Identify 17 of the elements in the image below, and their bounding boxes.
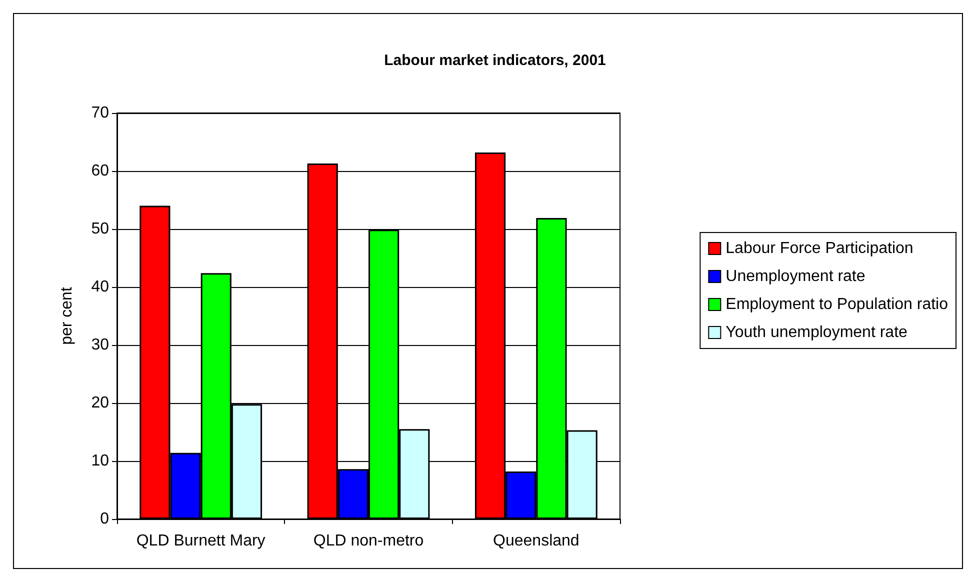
legend-label: Youth unemployment rate xyxy=(726,324,908,341)
chart-title: Labour market indicators, 2001 xyxy=(384,52,606,69)
y-tick-label: 40 xyxy=(91,278,110,296)
legend-label: Labour Force Participation xyxy=(726,240,914,257)
y-tick-label: 0 xyxy=(100,510,110,528)
legend-label: Unemployment rate xyxy=(726,268,866,285)
x-tick-label: QLD Burnett Mary xyxy=(136,532,266,550)
x-tick-label: Queensland xyxy=(493,532,580,550)
y-tick-label: 70 xyxy=(91,104,110,122)
y-tick-label: 60 xyxy=(91,162,110,180)
y-tick-label: 30 xyxy=(91,336,110,354)
y-axis-title: per cent xyxy=(58,286,76,345)
legend-label: Employment to Population ratio xyxy=(726,296,948,313)
x-tick-label: QLD non-metro xyxy=(313,532,424,550)
y-tick-label: 10 xyxy=(91,452,110,470)
y-tick-label: 50 xyxy=(91,220,110,238)
y-tick-label: 20 xyxy=(91,394,110,412)
